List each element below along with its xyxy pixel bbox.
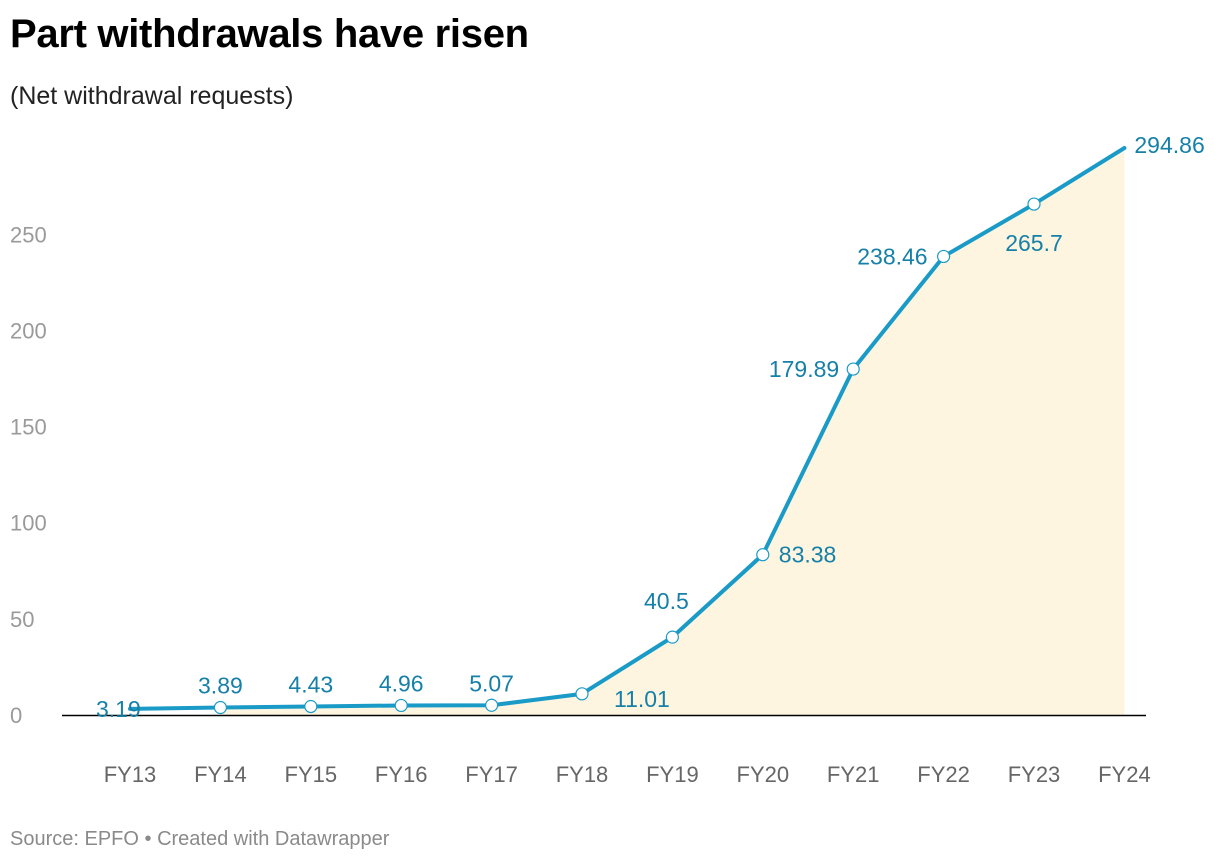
area-fill (220, 148, 1125, 715)
data-markers (213, 197, 1041, 715)
y-tick-label: 50 (10, 607, 34, 632)
data-point (665, 630, 680, 644)
x-tick-label: FY24 (1098, 762, 1151, 787)
data-label: 3.19 (96, 696, 141, 722)
y-tick-label: 200 (10, 318, 47, 343)
data-point (846, 362, 860, 376)
y-tick-label: 0 (10, 703, 22, 728)
credit-link[interactable]: Created with Datawrapper (157, 828, 390, 850)
x-tick-label: FY23 (1008, 762, 1061, 787)
data-label: 5.07 (469, 670, 514, 696)
data-label: 11.01 (614, 686, 670, 712)
x-tick-label: FY18 (556, 762, 609, 787)
data-label: 40.5 (644, 588, 689, 614)
x-tick-label: FY15 (285, 762, 338, 787)
chart-title: Part withdrawals have risen (10, 12, 529, 56)
data-label: 4.96 (379, 670, 424, 696)
data-point (304, 699, 318, 714)
x-tick-label: FY16 (375, 762, 428, 787)
data-point (213, 700, 227, 715)
x-tick-label: FY22 (917, 762, 970, 787)
data-point (575, 687, 589, 701)
series-line (128, 146, 1127, 711)
chart-footer: Source: EPFO • Created with Datawrapper (10, 828, 389, 851)
chart-subtitle: (Net withdrawal requests) (10, 82, 294, 110)
x-axis: FY13 FY14 FY15 FY16 FY17 FY18 FY19 FY20 FY21 FY22… (104, 762, 1151, 787)
data-label: 83.38 (779, 542, 837, 568)
y-tick-label: 250 (10, 222, 47, 247)
y-axis: 0 50 100 150 200 250 (10, 222, 47, 728)
data-label: 238.46 (857, 243, 927, 269)
x-tick-label: FY19 (646, 762, 699, 787)
data-label: 4.43 (288, 671, 333, 697)
data-label: 179.89 (769, 356, 839, 382)
data-label: 294.86 (1134, 132, 1204, 158)
data-point (485, 698, 499, 712)
source-label: Source: EPFO (10, 828, 139, 850)
y-tick-label: 100 (10, 511, 47, 536)
data-label: 3.89 (198, 673, 243, 699)
y-tick-label: 150 (10, 415, 47, 440)
x-tick-label: FY13 (104, 762, 157, 787)
x-tick-label: FY20 (737, 762, 790, 787)
x-tick-label: FY21 (827, 762, 880, 787)
data-point (756, 548, 770, 562)
data-point (936, 249, 951, 264)
footer-separator: • (144, 828, 152, 850)
x-tick-label: FY17 (465, 762, 518, 787)
data-point (1027, 197, 1041, 211)
data-label: 265.7 (1005, 230, 1063, 256)
data-point (394, 698, 408, 713)
data-labels: 3.19 3.89 4.43 4.96 5.07 11.01 40.5 83.38 179.89… (96, 132, 1205, 722)
x-tick-label: FY14 (194, 762, 247, 787)
